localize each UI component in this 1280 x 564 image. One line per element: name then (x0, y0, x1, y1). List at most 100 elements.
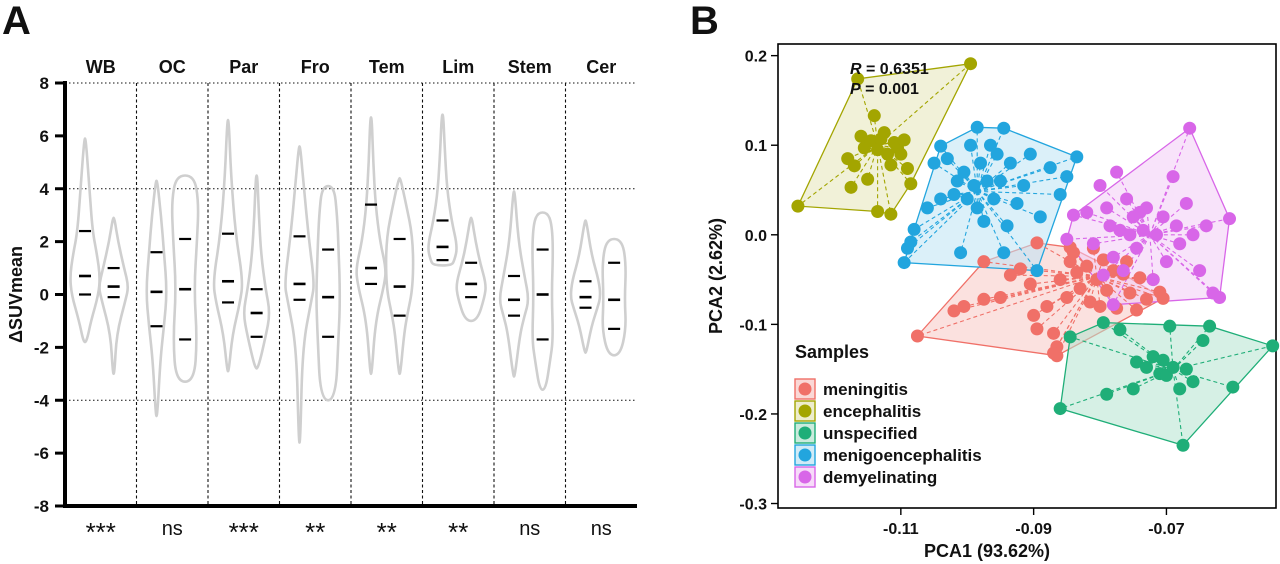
point-unspecified (1113, 323, 1127, 337)
point-demyelinating (1193, 264, 1207, 278)
point-meningitis (1073, 282, 1087, 296)
point-meningitis (1040, 299, 1054, 313)
spoke-menigoencephalitis (976, 127, 1005, 192)
point-meningitis (1106, 264, 1120, 278)
point-menigoencephalitis (964, 138, 978, 152)
spoke-unspecified (1172, 369, 1184, 446)
point-encephalitis (900, 162, 914, 176)
point-meningitis (1133, 271, 1147, 285)
panel-a-label: A (2, 0, 31, 43)
point-demyelinating (1086, 237, 1100, 251)
point-demyelinating (1206, 286, 1220, 300)
point-unspecified (1226, 380, 1240, 394)
point-encephalitis (904, 177, 918, 191)
spoke-meningitis (1000, 275, 1097, 299)
point-encephalitis (884, 207, 898, 221)
point-menigoencephalitis (1053, 187, 1067, 201)
spoke-demyelinating (1112, 234, 1151, 305)
legend-label-encephalitis: encephalitis (823, 402, 921, 421)
violin-shape (355, 116, 387, 376)
point-meningitis (993, 290, 1007, 304)
point-menigoencephalitis (934, 192, 948, 206)
pca-scatter-panel: -0.11 -0.09 -0.07 0.2 0.1 0.0 -0.1 -0.2 -0.3 PCA1… (706, 43, 1280, 561)
point-menigoencephalitis (1010, 196, 1024, 210)
point-demyelinating (1223, 212, 1237, 226)
point-demyelinating (1149, 228, 1163, 242)
legend-marker-meningitis (798, 382, 812, 396)
point-meningitis (1123, 286, 1137, 300)
spoke-meningitis (1096, 275, 1164, 299)
point-unspecified (1196, 333, 1210, 347)
spoke-encephalitis (857, 78, 879, 146)
point-encephalitis (871, 205, 885, 219)
point-encephalitis (864, 134, 878, 148)
point-menigoencephalitis (954, 246, 968, 260)
point-menigoencephalitis (934, 139, 948, 153)
point-meningitis (1047, 326, 1061, 340)
spoke-menigoencephalitis (976, 190, 1008, 227)
point-menigoencephalitis (907, 222, 921, 236)
point-encephalitis (867, 109, 881, 123)
legend-title: Samples (795, 342, 869, 362)
point-menigoencephalitis (983, 138, 997, 152)
violin-shape (212, 118, 244, 373)
point-meningitis (947, 304, 961, 318)
point-menigoencephalitis (897, 256, 911, 270)
legend-marker-unspecified (798, 426, 812, 440)
point-demyelinating (1093, 179, 1107, 193)
panel-b-label: B (690, 0, 719, 43)
point-menigoencephalitis (970, 120, 984, 134)
point-menigoencephalitis (1017, 179, 1031, 193)
point-demyelinating (1146, 273, 1160, 287)
spoke-meningitis (1046, 275, 1098, 307)
spoke-demyelinating (1099, 185, 1151, 236)
point-meningitis (977, 292, 991, 306)
violin-shape (569, 219, 602, 355)
point-demyelinating (1136, 223, 1150, 237)
point-menigoencephalitis (947, 187, 961, 201)
point-unspecified (1146, 350, 1160, 364)
point-meningitis (1153, 285, 1167, 299)
violin-shape (498, 190, 530, 378)
r-annotation-label: R (850, 61, 862, 78)
spoke-demyelinating (1149, 234, 1214, 294)
point-menigoencephalitis (1070, 150, 1084, 164)
spoke-meningitis (1036, 276, 1098, 330)
point-demyelinating (1186, 228, 1200, 242)
y-tick-label: 0.2 (745, 49, 767, 66)
y-tick-label: 6 (40, 127, 49, 146)
point-encephalitis (884, 158, 898, 172)
spoke-meningitis (983, 275, 1097, 300)
point-unspecified (1186, 375, 1200, 389)
y-tick-label: 0.1 (745, 138, 767, 155)
point-demyelinating (1169, 219, 1183, 233)
point-unspecified (1130, 355, 1144, 369)
violin-shape (384, 176, 415, 376)
point-encephalitis (847, 159, 861, 173)
point-demyelinating (1100, 201, 1114, 215)
spoke-meningitis (1036, 242, 1097, 277)
spoke-meningitis (1096, 276, 1137, 311)
point-unspecified (1140, 360, 1154, 374)
spoke-meningitis (1096, 276, 1101, 307)
spoke-menigoencephalitis (913, 190, 978, 230)
spoke-demyelinating (1149, 234, 1154, 280)
point-demyelinating (1103, 219, 1117, 233)
category-label: Cer (586, 57, 616, 77)
category-label: Lim (442, 57, 474, 77)
significance-label: *** (229, 517, 259, 547)
y-axis-title: PCA2 (2.62%) (706, 218, 726, 334)
point-demyelinating (1130, 241, 1144, 255)
significance-label: *** (86, 517, 116, 547)
point-menigoencephalitis (904, 235, 918, 249)
spoke-unspecified (1060, 369, 1174, 410)
point-meningitis (1053, 273, 1067, 287)
point-unspecified (1063, 330, 1077, 344)
point-meningitis (1060, 290, 1074, 304)
x-tick-label: -0.07 (1148, 521, 1185, 538)
category-label: Par (229, 57, 258, 77)
point-encephalitis (881, 147, 895, 161)
legend-marker-encephalitis (798, 404, 812, 418)
category-label: WB (86, 57, 116, 77)
y-axis-title: ΔSUVmean (6, 246, 26, 343)
